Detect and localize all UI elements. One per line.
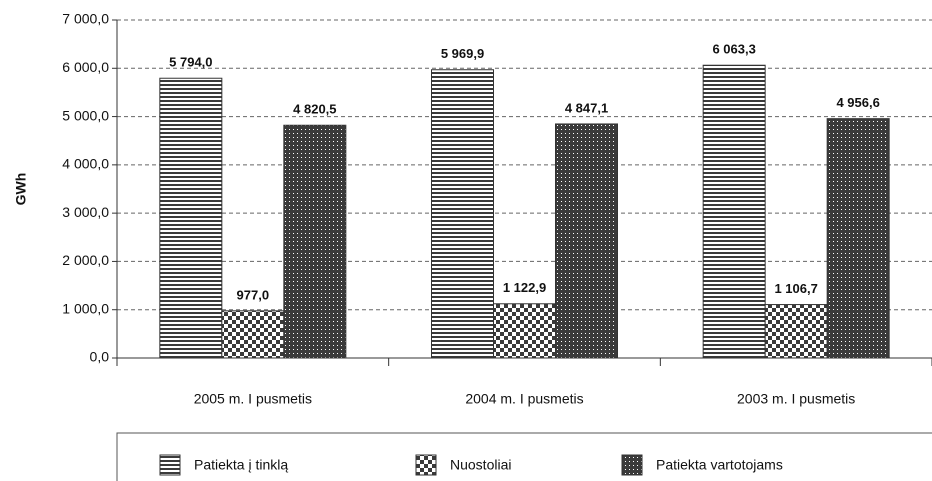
bar	[702, 64, 766, 359]
value-label: 1 106,7	[774, 281, 817, 296]
value-label: 1 122,9	[503, 280, 546, 295]
bar	[826, 118, 890, 359]
y-tick-label: 6 000,0	[62, 59, 109, 75]
legend-swatch	[415, 454, 437, 476]
value-label: 5 794,0	[169, 55, 212, 70]
bar	[159, 77, 223, 359]
bar	[764, 304, 828, 359]
legend-label: Patiekta vartotojams	[656, 457, 783, 473]
value-label: 4 956,6	[836, 95, 879, 110]
y-tick-label: 3 000,0	[62, 204, 109, 220]
y-tick-label: 0,0	[90, 349, 110, 365]
x-tick-label: 2005 m. I pusmetis	[194, 391, 312, 407]
y-axis-label: GWh	[13, 173, 29, 206]
x-tick-label: 2003 m. I pusmetis	[737, 391, 855, 407]
x-tick-label: 2004 m. I pusmetis	[465, 391, 583, 407]
y-tick-label: 4 000,0	[62, 156, 109, 172]
bar	[221, 310, 285, 359]
y-tick-label: 5 000,0	[62, 107, 109, 123]
value-label: 977,0	[237, 287, 270, 302]
value-label: 4 847,1	[565, 100, 608, 115]
legend-label: Patiekta į tinklą	[194, 457, 288, 473]
y-tick-label: 1 000,0	[62, 300, 109, 316]
legend-swatch	[159, 454, 181, 476]
y-tick-label: 7 000,0	[62, 11, 109, 27]
y-tick-label: 2 000,0	[62, 252, 109, 268]
value-label: 6 063,3	[712, 42, 755, 57]
value-label: 5 969,9	[441, 46, 484, 61]
value-label: 4 820,5	[293, 102, 336, 117]
bar	[555, 123, 618, 359]
bar	[283, 124, 347, 359]
legend-swatch	[621, 454, 643, 476]
legend-label: Nuostoliai	[450, 457, 511, 473]
bar	[493, 303, 556, 359]
legend-box	[116, 432, 932, 481]
bar	[431, 69, 494, 359]
